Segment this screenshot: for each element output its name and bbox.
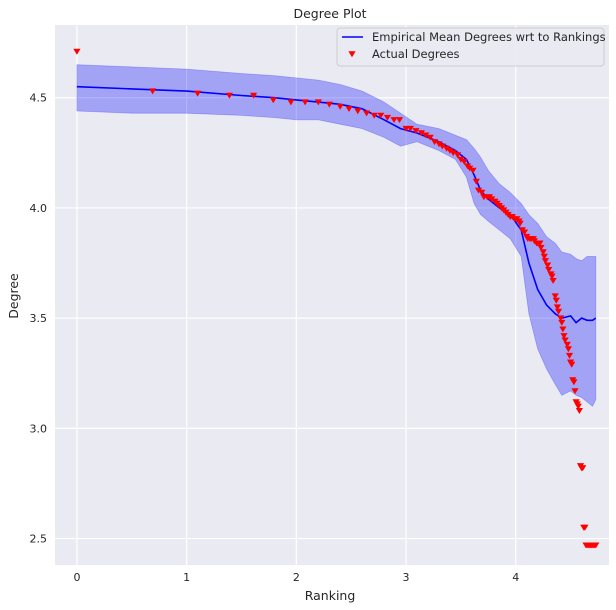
actual-degree-point — [516, 220, 524, 227]
grid — [55, 25, 609, 565]
actual-degree-point — [539, 249, 547, 256]
actual-degree-point — [73, 48, 81, 55]
actual-degree-point — [537, 244, 545, 251]
actual-degree-point — [426, 134, 434, 141]
y-tick-labels: 2.5 3.0 3.5 4.0 4.5 — [30, 92, 48, 546]
band-area — [76, 64, 597, 407]
actual-degree-point — [250, 92, 258, 99]
actual-degree-point — [336, 103, 344, 110]
actual-degree-point — [149, 88, 157, 95]
actual-degree-point — [390, 117, 398, 123]
actual-degree-point — [520, 229, 529, 236]
actual-degree-point — [545, 267, 553, 273]
actual-degree-point — [549, 278, 557, 284]
actual-degree-point — [225, 92, 233, 99]
actual-degree-point — [377, 112, 385, 119]
actual-degree-point — [575, 408, 583, 414]
y-tick-label: 4.5 — [30, 92, 48, 105]
actual-degree-point — [565, 352, 574, 359]
legend-box — [336, 27, 605, 67]
actual-degree-point — [557, 315, 565, 322]
chart-title: Degree Plot — [293, 6, 366, 21]
actual-degree-point — [488, 196, 496, 203]
actual-degree-point — [466, 165, 474, 172]
actual-degree-point — [553, 304, 561, 311]
actual-degree-point — [551, 293, 559, 300]
legend-label-actual: Actual Degrees — [372, 47, 460, 61]
x-tick-label: 4 — [512, 571, 519, 584]
actual-degree-point — [435, 141, 443, 148]
y-tick-label: 3.5 — [30, 312, 48, 325]
y-tick-label: 4.0 — [30, 202, 48, 215]
actual-degree-point — [194, 90, 202, 97]
actual-degree-point — [454, 152, 462, 159]
y-tick-label: 3.0 — [30, 422, 48, 435]
actual-degree-point — [301, 99, 309, 106]
x-tick-label: 1 — [183, 571, 190, 584]
legend-marker-swatch — [348, 51, 356, 58]
actual-degree-point — [443, 145, 451, 152]
x-axis-label: Ranking — [305, 588, 356, 603]
actual-degree-point — [568, 361, 576, 368]
actual-degree-markers — [73, 48, 600, 549]
actual-degree-point — [383, 114, 391, 121]
plot-area — [55, 25, 609, 565]
actual-degree-point — [431, 139, 439, 146]
actual-degree-point — [314, 99, 322, 106]
actual-degree-point — [469, 167, 477, 174]
actual-degree-point — [558, 319, 566, 326]
actual-degree-point — [438, 143, 446, 150]
actual-degree-point — [561, 337, 569, 344]
actual-degree-point — [536, 240, 544, 247]
legend-label-mean: Empirical Mean Degrees wrt to Rankings — [372, 30, 606, 44]
x-tick-label: 3 — [403, 571, 410, 584]
actual-degree-point — [449, 150, 457, 157]
actual-degree-point — [406, 125, 414, 132]
actual-degree-point — [571, 388, 579, 395]
actual-degree-point — [548, 273, 556, 280]
actual-degree-point — [417, 130, 425, 137]
actual-degree-point — [560, 333, 568, 339]
actual-degree-point — [540, 253, 548, 260]
actual-degree-point — [325, 101, 333, 108]
actual-degree-point — [579, 465, 587, 472]
actual-degree-point — [574, 403, 582, 410]
actual-degree-point — [412, 128, 420, 134]
actual-degree-point — [541, 258, 549, 265]
actual-degree-point — [581, 524, 589, 531]
actual-degree-point — [474, 187, 483, 194]
actual-degree-point — [460, 159, 468, 165]
actual-degree-point — [422, 132, 430, 139]
actual-degree-point — [554, 308, 563, 315]
actual-degree-point — [354, 108, 362, 115]
actual-degree-point — [552, 297, 560, 304]
actual-degree-point — [395, 117, 404, 123]
actual-degree-point — [592, 542, 600, 549]
x-tick-label: 0 — [73, 571, 80, 584]
actual-degree-point — [446, 147, 454, 154]
actual-degree-point — [370, 112, 378, 119]
actual-degree-point — [472, 178, 480, 185]
actual-degree-point — [564, 346, 572, 353]
actual-degree-point — [570, 379, 578, 386]
actual-degree-point — [345, 106, 353, 112]
confidence-band — [76, 64, 597, 407]
x-tick-labels: 0 1 2 3 4 — [73, 571, 519, 584]
actual-degree-point — [559, 326, 567, 333]
legend: Empirical Mean Degrees wrt to Rankings A… — [336, 27, 606, 67]
x-tick-label: 2 — [293, 571, 300, 584]
actual-degree-point — [478, 189, 486, 196]
y-axis-label: Degree — [6, 273, 21, 319]
actual-degree-point — [287, 99, 295, 106]
actual-degree-point — [269, 97, 277, 104]
actual-degree-point — [563, 341, 571, 348]
actual-degree-point — [363, 110, 371, 117]
actual-degree-point — [544, 262, 552, 269]
y-tick-label: 2.5 — [30, 533, 48, 546]
actual-degree-point — [457, 156, 465, 163]
